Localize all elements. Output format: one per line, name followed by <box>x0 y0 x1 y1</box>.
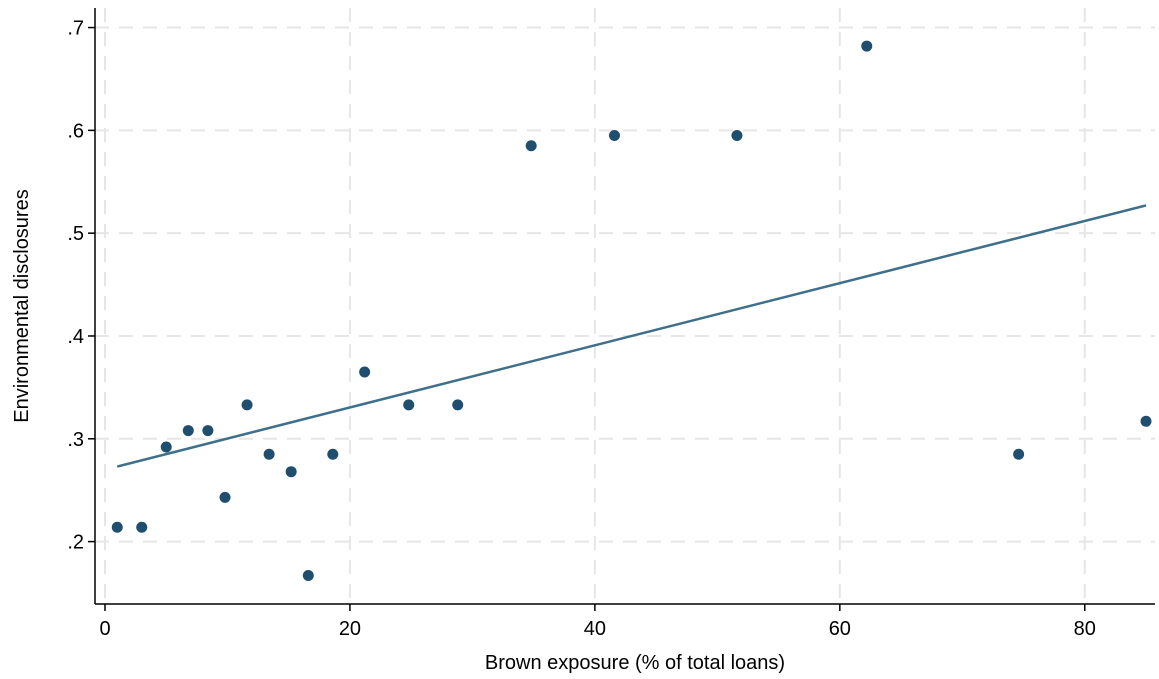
y-tick-label: .2 <box>67 532 84 554</box>
data-point <box>1140 415 1152 427</box>
y-tick-label: .5 <box>67 223 84 245</box>
data-point <box>608 130 620 142</box>
data-point <box>202 425 214 437</box>
data-points <box>111 40 1152 582</box>
y-tick-label: .4 <box>67 326 84 348</box>
data-point <box>160 441 172 453</box>
data-point <box>219 491 231 503</box>
data-point <box>359 366 371 378</box>
data-point <box>1013 448 1025 460</box>
y-tick-label: .3 <box>67 429 84 451</box>
y-tick-label: .7 <box>67 18 84 40</box>
data-point <box>302 570 314 582</box>
data-point <box>111 521 123 533</box>
data-point <box>241 399 253 411</box>
data-point <box>285 466 297 478</box>
y-axis-title: Environmental disclosures <box>11 189 33 422</box>
x-tick-label: 60 <box>829 618 851 640</box>
fitted-line-group <box>116 204 1147 468</box>
data-point <box>731 130 743 142</box>
x-axis-title: Brown exposure (% of total loans) <box>485 652 785 674</box>
data-point <box>136 521 148 533</box>
x-tick-label: 40 <box>584 618 606 640</box>
data-point <box>861 40 873 52</box>
y-tick-label: .6 <box>67 120 84 142</box>
data-point <box>327 448 339 460</box>
grid-lines <box>95 8 1155 604</box>
x-tick-label: 0 <box>99 618 110 640</box>
x-tick-label: 20 <box>339 618 361 640</box>
data-point <box>525 140 537 152</box>
data-point <box>403 399 415 411</box>
data-point <box>263 448 275 460</box>
data-point <box>452 399 464 411</box>
data-point <box>182 425 194 437</box>
x-tick-label: 80 <box>1074 618 1096 640</box>
fitted-line <box>116 204 1147 468</box>
axes: 0 20 40 60 80 .2 .3 .4 .5 .6 .7 <box>67 8 1155 640</box>
